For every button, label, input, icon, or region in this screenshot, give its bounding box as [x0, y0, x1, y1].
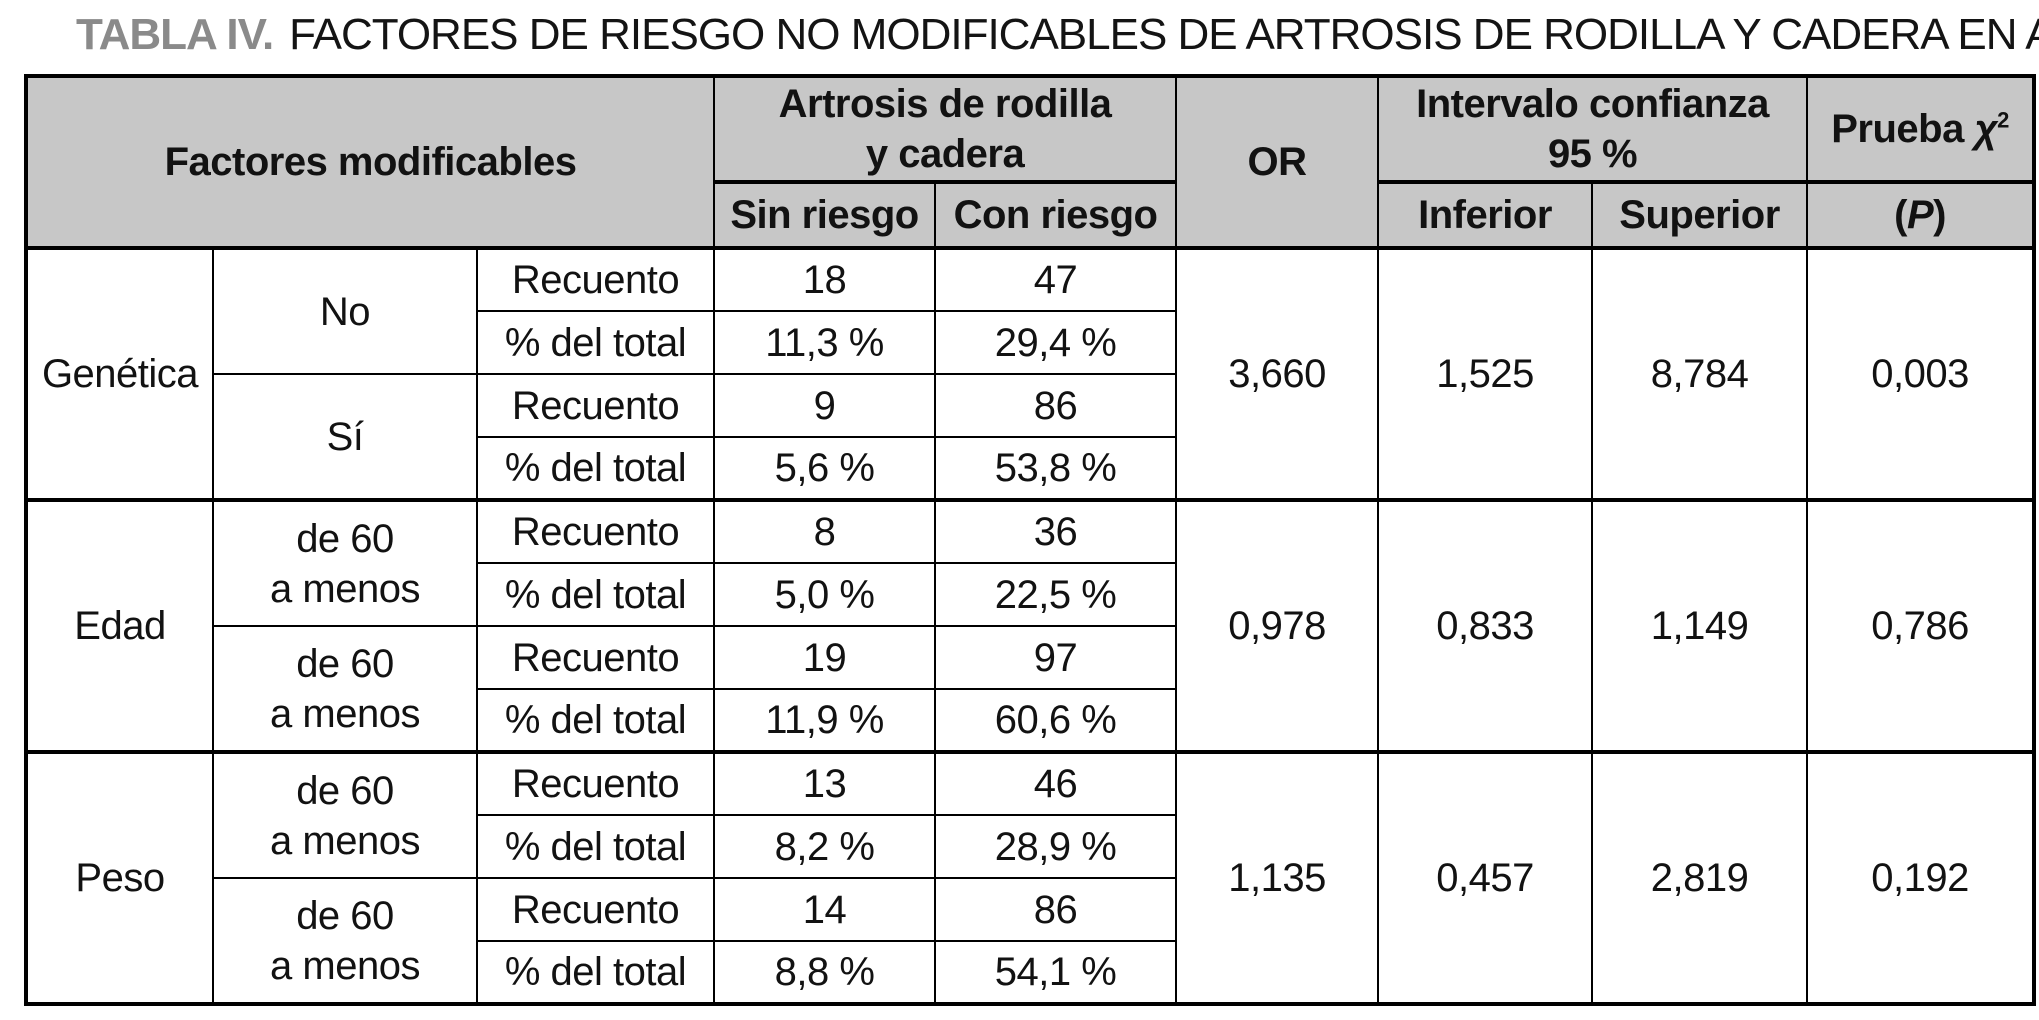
cell-con-riesgo-value: 86	[934, 877, 1178, 942]
category-line2: a menos	[270, 943, 420, 988]
header-artrosis-group: Artrosis de rodilla y cadera	[713, 75, 1178, 184]
cell-ic-superior-value: 8,784	[1591, 246, 1809, 501]
header-artrosis-line1: Artrosis de rodilla	[778, 82, 1112, 126]
cell-con-riesgo-value: 86	[934, 373, 1178, 438]
table-title: TABLA IV. FACTORES DE RIESGO NO MODIFICAB…	[76, 10, 2039, 60]
cell-factor-peso: Peso	[25, 750, 214, 1005]
category-line1: de 60	[296, 516, 394, 561]
header-inferior: Inferior	[1377, 181, 1594, 249]
cell-or-value: 3,660	[1175, 246, 1380, 501]
cell-measure-label: Recuento	[475, 498, 716, 564]
cell-category: de 60 a menos	[212, 877, 478, 1005]
header-prueba-chi2: Prueba χ2	[1806, 75, 2036, 184]
cell-sin-riesgo-value: 19	[713, 625, 937, 690]
cell-p-value: 0,786	[1806, 498, 2036, 753]
cell-category: de 60 a menos	[212, 750, 478, 879]
header-or: OR	[1175, 75, 1380, 249]
cell-measure-label: Recuento	[475, 373, 716, 438]
cell-measure-label: Recuento	[475, 246, 716, 312]
cell-ic-inferior-value: 1,525	[1377, 246, 1594, 501]
header-intervalo-line1: Intervalo confianza	[1416, 82, 1769, 126]
cell-p-value: 0,003	[1806, 246, 2036, 501]
category-line1: No	[319, 289, 371, 334]
cell-category: de 60 a menos	[212, 498, 478, 627]
cell-con-riesgo-value: 28,9 %	[934, 814, 1178, 879]
header-intervalo-line2: 95 %	[1547, 132, 1638, 176]
risk-factors-table: Factores modificables Artrosis de rodill…	[24, 74, 2037, 1006]
cell-con-riesgo-value: 53,8 %	[934, 436, 1178, 501]
cell-con-riesgo-value: 22,5 %	[934, 562, 1178, 627]
cell-sin-riesgo-value: 8	[713, 498, 937, 564]
category-line2: a menos	[270, 691, 420, 736]
cell-category: de 60 a menos	[212, 625, 478, 753]
cell-con-riesgo-value: 97	[934, 625, 1178, 690]
cell-ic-superior-value: 2,819	[1591, 750, 1809, 1005]
header-intervalo-confianza: Intervalo confianza 95 %	[1377, 75, 1809, 184]
cell-or-value: 1,135	[1175, 750, 1380, 1005]
category-line2: a menos	[270, 818, 420, 863]
cell-measure-label: % del total	[475, 310, 716, 375]
cell-category: Sí	[212, 373, 478, 501]
chi-symbol: χ	[1974, 107, 1998, 151]
cell-sin-riesgo-value: 11,9 %	[713, 688, 937, 753]
p-paren-open: (	[1894, 193, 1907, 237]
cell-measure-label: Recuento	[475, 877, 716, 942]
cell-or-value: 0,978	[1175, 498, 1380, 753]
category-line1: Sí	[326, 414, 364, 459]
cell-con-riesgo-value: 54,1 %	[934, 940, 1178, 1005]
cell-sin-riesgo-value: 14	[713, 877, 937, 942]
cell-measure-label: % del total	[475, 814, 716, 879]
p-paren-close: )	[1933, 193, 1946, 237]
header-artrosis-line2: y cadera	[865, 132, 1025, 176]
header-prueba-label: Prueba	[1831, 107, 1964, 151]
cell-sin-riesgo-value: 9	[713, 373, 937, 438]
category-line1: de 60	[296, 893, 394, 938]
header-factores-modificables: Factores modificables	[24, 75, 716, 249]
category-line1: de 60	[296, 641, 394, 686]
cell-factor-edad: Edad	[25, 498, 214, 753]
header-p: (P)	[1806, 181, 2036, 249]
cell-sin-riesgo-value: 11,3 %	[713, 310, 937, 375]
header-superior: Superior	[1591, 181, 1809, 249]
header-sin-riesgo: Sin riesgo	[713, 181, 937, 249]
cell-ic-inferior-value: 0,457	[1377, 750, 1594, 1005]
p-letter: P	[1906, 193, 1934, 237]
category-line1: de 60	[296, 768, 394, 813]
category-line2: a menos	[270, 566, 420, 611]
cell-sin-riesgo-value: 13	[713, 750, 937, 816]
cell-sin-riesgo-value: 5,0 %	[713, 562, 937, 627]
cell-factor-genetica: Genética	[25, 246, 214, 501]
chi-exponent: 2	[1997, 107, 2009, 133]
table-title-text: FACTORES DE RIESGO NO MODIFICABLES DE AR…	[289, 10, 2039, 59]
cell-measure-label: % del total	[475, 436, 716, 501]
cell-con-riesgo-value: 29,4 %	[934, 310, 1178, 375]
cell-con-riesgo-value: 46	[934, 750, 1178, 816]
cell-measure-label: % del total	[475, 940, 716, 1005]
cell-ic-superior-value: 1,149	[1591, 498, 1809, 753]
cell-ic-inferior-value: 0,833	[1377, 498, 1594, 753]
table-title-tag: TABLA IV.	[76, 10, 274, 59]
header-con-riesgo: Con riesgo	[934, 181, 1178, 249]
cell-sin-riesgo-value: 8,2 %	[713, 814, 937, 879]
cell-con-riesgo-value: 60,6 %	[934, 688, 1178, 753]
cell-p-value: 0,192	[1806, 750, 2036, 1005]
cell-con-riesgo-value: 36	[934, 498, 1178, 564]
cell-sin-riesgo-value: 8,8 %	[713, 940, 937, 1005]
cell-measure-label: % del total	[475, 562, 716, 627]
cell-con-riesgo-value: 47	[934, 246, 1178, 312]
cell-category: No	[212, 246, 478, 375]
cell-measure-label: Recuento	[475, 625, 716, 690]
cell-sin-riesgo-value: 5,6 %	[713, 436, 937, 501]
cell-measure-label: % del total	[475, 688, 716, 753]
cell-measure-label: Recuento	[475, 750, 716, 816]
cell-sin-riesgo-value: 18	[713, 246, 937, 312]
